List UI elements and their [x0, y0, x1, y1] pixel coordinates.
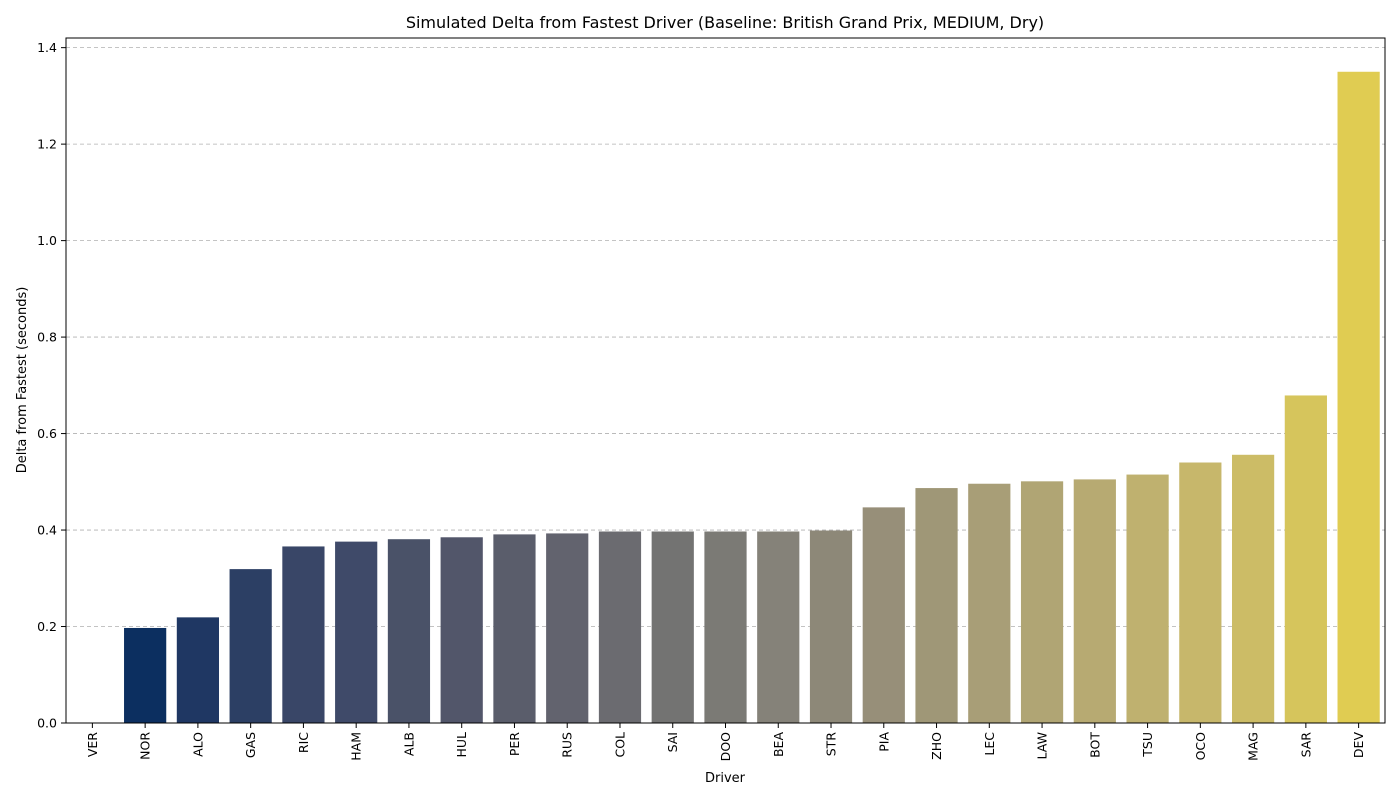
- bar-alb: [387, 539, 431, 723]
- x-tick-label: OCO: [1193, 732, 1208, 761]
- bar-law: [1020, 481, 1064, 723]
- x-tick-label: MAG: [1246, 732, 1261, 761]
- bar-hul: [440, 537, 483, 723]
- x-tick-label: STR: [824, 732, 839, 757]
- y-tick-label: 1.0: [37, 233, 57, 248]
- x-tick-label: VER: [85, 732, 100, 757]
- bar-doo: [704, 531, 747, 723]
- y-axis: 0.0 0.2 0.4 0.6 0.8 1.0 1.2 1.4: [37, 40, 66, 731]
- bar-lec: [968, 483, 1011, 723]
- x-tick-label: LAW: [1035, 732, 1050, 759]
- bar-str: [809, 530, 853, 723]
- bar-sar: [1284, 395, 1327, 723]
- x-tick-label: ALB: [401, 732, 416, 756]
- bar-col: [598, 531, 642, 723]
- y-tick-label: 1.2: [37, 137, 57, 152]
- bar-pia: [862, 507, 905, 723]
- bar-dev: [1337, 71, 1380, 724]
- bar-oco: [1179, 462, 1222, 723]
- chart-title: Simulated Delta from Fastest Driver (Bas…: [406, 13, 1044, 32]
- x-tick-label: DOO: [718, 732, 733, 761]
- x-tick-label: RIC: [296, 732, 311, 753]
- y-tick-label: 0.0: [37, 716, 57, 731]
- bar-rus: [546, 533, 589, 723]
- x-tick-label: PIA: [876, 732, 891, 752]
- bar-bot: [1073, 479, 1116, 723]
- bars: [124, 71, 1380, 724]
- bar-nor: [124, 627, 167, 723]
- x-tick-label: BOT: [1087, 732, 1102, 758]
- x-tick-label: RUS: [560, 732, 575, 758]
- x-tick-label: HUL: [454, 732, 469, 758]
- bar-ric: [282, 546, 325, 723]
- bar-gas: [229, 569, 272, 723]
- y-tick-label: 0.4: [37, 523, 57, 538]
- x-tick-label: HAM: [349, 732, 364, 761]
- bar-mag: [1231, 454, 1275, 723]
- x-tick-label: GAS: [243, 732, 258, 758]
- bar-alo: [176, 617, 220, 723]
- y-tick-label: 1.4: [37, 40, 57, 55]
- x-axis-label: Driver: [705, 771, 746, 786]
- y-tick-label: 0.8: [37, 330, 57, 345]
- y-tick-label: 0.6: [37, 426, 57, 441]
- x-tick-label: PER: [507, 732, 522, 756]
- x-tick-label: ZHO: [929, 732, 944, 760]
- x-tick-label: TSU: [1140, 732, 1155, 758]
- x-tick-label: BEA: [771, 732, 786, 757]
- x-tick-label: LEC: [982, 732, 997, 756]
- y-tick-label: 0.2: [37, 619, 57, 634]
- x-tick-label: SAR: [1298, 732, 1313, 758]
- gridlines: [66, 47, 1385, 627]
- bar-tsu: [1126, 474, 1169, 723]
- x-tick-label: DEV: [1351, 732, 1366, 759]
- plot-frame: [65, 37, 1386, 724]
- x-axis: VER NOR ALO GAS RIC HAM ALB HUL PER RUS COL SAI DOO B…: [85, 723, 1366, 761]
- bar-zho: [915, 488, 958, 723]
- x-tick-label: NOR: [138, 732, 153, 760]
- y-axis-label: Delta from Fastest (seconds): [15, 287, 30, 474]
- x-tick-label: ALO: [190, 732, 205, 757]
- x-tick-label: COL: [612, 732, 627, 758]
- bar-sai: [651, 531, 694, 723]
- x-tick-label: SAI: [665, 732, 680, 752]
- bar-ham: [335, 541, 378, 723]
- bar-per: [493, 534, 536, 723]
- bar-bea: [757, 531, 800, 723]
